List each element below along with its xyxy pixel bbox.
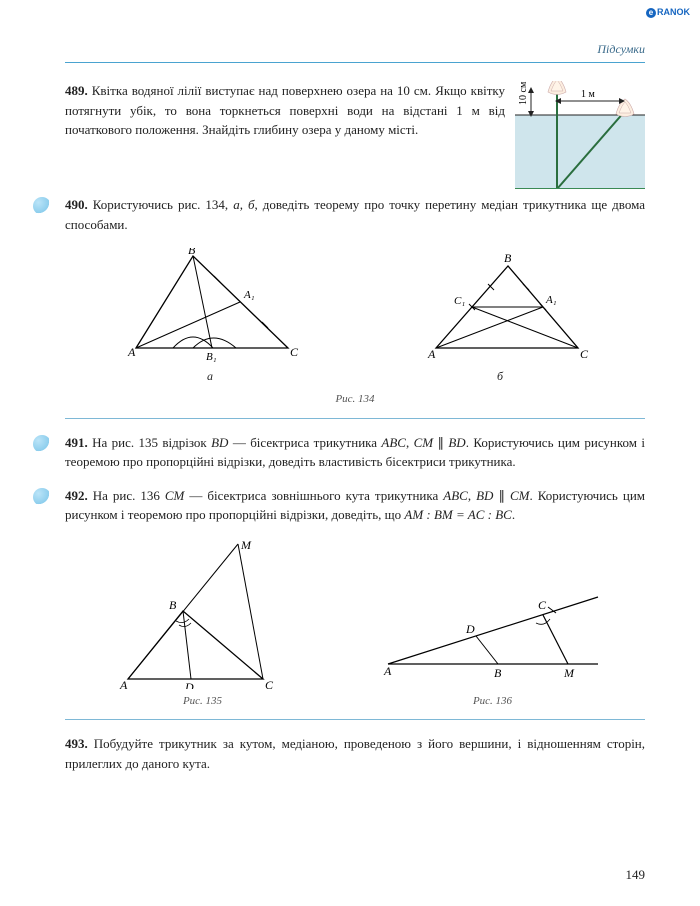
figure-135-136-row: A B C D M Рис. 135 A B M D C Рис. 136 xyxy=(65,539,645,710)
svg-text:C: C xyxy=(265,678,274,689)
section-title: Підсумки xyxy=(65,40,645,63)
svg-text:C: C xyxy=(290,345,299,359)
problem-text: На рис. 136 CM — бісектриса зовнішнього … xyxy=(65,488,645,523)
problem-text: Користуючись рис. 134, а, б, доведіть те… xyxy=(65,197,645,232)
svg-text:C₁: C₁ xyxy=(454,295,465,307)
problem-number: 489. xyxy=(65,83,88,98)
svg-text:M: M xyxy=(240,539,252,552)
figure-134b: A B C C₁ A₁ б xyxy=(408,248,593,385)
lily-w-label: 1 м xyxy=(581,89,596,100)
svg-text:A: A xyxy=(383,664,392,678)
fig135-caption: Рис. 135 xyxy=(103,693,303,710)
lily-figure: 10 см 1 м xyxy=(515,81,645,189)
problem-text: Квітка водяної лілії виступає над поверх… xyxy=(65,83,505,137)
svg-text:D: D xyxy=(184,680,194,689)
figure-136: A B M D C Рис. 136 xyxy=(378,579,608,710)
svg-text:A: A xyxy=(127,345,136,359)
problem-493: 493. Побудуйте трикутник за кутом, медіа… xyxy=(65,734,645,773)
svg-text:M: M xyxy=(563,666,575,680)
logo-text: RANOK xyxy=(657,7,690,17)
svg-text:A₁: A₁ xyxy=(545,294,557,306)
problem-text: Побудуйте трикутник за кутом, медіаною, … xyxy=(65,736,645,771)
figure-135: A B C D M Рис. 135 xyxy=(103,539,303,710)
svg-text:B: B xyxy=(494,666,502,680)
svg-text:C: C xyxy=(580,347,589,361)
svg-text:B: B xyxy=(504,251,512,265)
figure-134a: A B C A₁ B₁ а xyxy=(118,248,303,385)
figure-134-row: A B C A₁ B₁ а A B C C₁ A₁ б xyxy=(65,248,645,385)
svg-text:B₁: B₁ xyxy=(206,351,217,363)
problem-491: 491. На рис. 135 відрізок BD — бісектрис… xyxy=(65,433,645,472)
problem-490: 490. Користуючись рис. 134, а, б, доведі… xyxy=(65,195,645,234)
svg-text:C: C xyxy=(538,598,547,612)
problem-489: 10 см 1 м 489. Квітка водяної лілії вист… xyxy=(65,81,645,140)
problem-number: 493. xyxy=(65,736,88,751)
problem-number: 490. xyxy=(65,197,88,212)
problem-number: 492. xyxy=(65,488,88,503)
problem-text: На рис. 135 відрізок BD — бісектриса три… xyxy=(65,435,645,470)
svg-text:A₁: A₁ xyxy=(243,289,255,301)
fig136-caption: Рис. 136 xyxy=(378,693,608,710)
svg-text:B: B xyxy=(169,598,177,612)
fig134-caption: Рис. 134 xyxy=(65,391,645,408)
svg-text:D: D xyxy=(465,622,475,636)
problem-492: 492. На рис. 136 CM — бісектриса зовнішн… xyxy=(65,486,645,525)
divider xyxy=(65,719,645,720)
fig134b-label: б xyxy=(408,367,593,385)
divider xyxy=(65,418,645,419)
problem-number: 491. xyxy=(65,435,88,450)
svg-text:B: B xyxy=(188,248,196,257)
svg-text:A: A xyxy=(119,678,128,689)
page-number: 149 xyxy=(626,865,646,885)
lily-h-label: 10 см xyxy=(518,81,529,105)
fig134a-label: а xyxy=(118,367,303,385)
svg-text:A: A xyxy=(427,347,436,361)
publisher-logo: eRANOK xyxy=(646,6,690,20)
